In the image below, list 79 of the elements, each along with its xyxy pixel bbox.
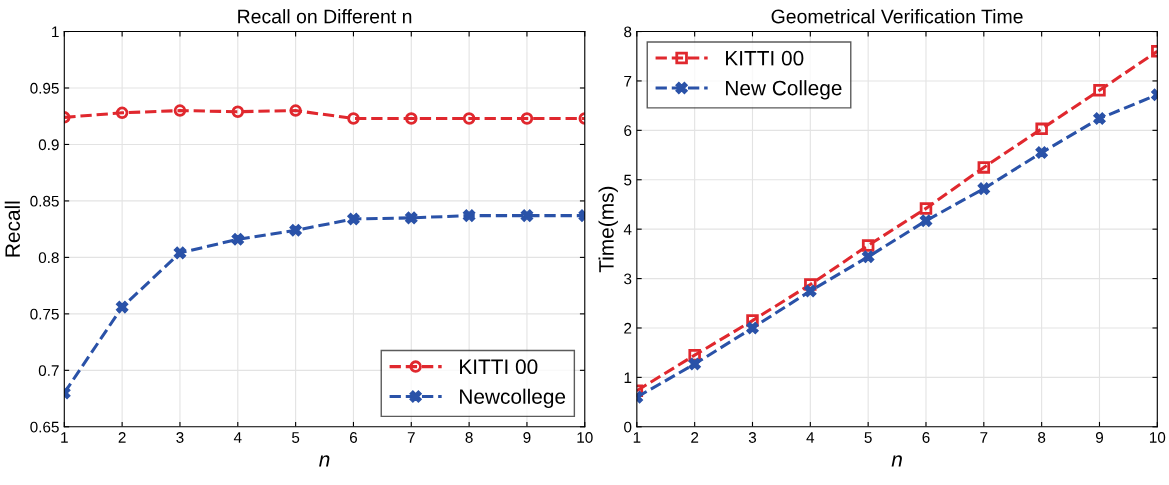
y-tick-label: 0.7 bbox=[38, 365, 59, 377]
x-tick-label: 7 bbox=[407, 432, 415, 443]
point bbox=[1093, 112, 1106, 125]
x-tick-label: 1 bbox=[633, 432, 641, 443]
point bbox=[977, 161, 991, 174]
y-tick-label: 7 bbox=[624, 75, 632, 87]
point bbox=[462, 209, 476, 222]
point bbox=[746, 321, 759, 335]
legend-label: KITTI 00 bbox=[726, 50, 804, 66]
x-axis-title: n bbox=[319, 455, 330, 467]
y-axis-title: Recall bbox=[4, 201, 21, 257]
y-tick-label: 0.95 bbox=[30, 82, 59, 94]
x-tick-label: 8 bbox=[465, 432, 473, 443]
point bbox=[746, 314, 759, 327]
x-tick-label: 10 bbox=[577, 432, 593, 443]
point bbox=[462, 112, 476, 125]
point bbox=[115, 106, 129, 120]
x-tick-label: 1 bbox=[61, 432, 68, 443]
point bbox=[115, 300, 129, 314]
y-tick-label: 0.8 bbox=[38, 252, 59, 264]
point bbox=[804, 284, 817, 298]
chart-title: Recall on Different n bbox=[238, 9, 412, 24]
x-tick-label: 3 bbox=[748, 432, 757, 443]
point bbox=[1093, 84, 1106, 97]
point bbox=[520, 112, 534, 125]
point bbox=[861, 250, 875, 264]
y-tick-label: 1 bbox=[52, 26, 59, 38]
x-axis-title: n bbox=[891, 455, 902, 467]
point bbox=[919, 202, 933, 215]
point bbox=[231, 105, 245, 118]
y-tick-label: 0.85 bbox=[30, 195, 59, 207]
x-tick-label: 2 bbox=[691, 432, 699, 443]
x-tick-label: 10 bbox=[1149, 432, 1166, 443]
y-tick-label: 0.9 bbox=[38, 139, 59, 151]
point bbox=[688, 348, 701, 362]
y-tick-label: 1 bbox=[624, 372, 632, 383]
y-tick-label: 8 bbox=[624, 26, 632, 38]
y-tick-label: 0.65 bbox=[30, 421, 59, 433]
point bbox=[861, 239, 875, 252]
x-tick-label: 7 bbox=[980, 432, 988, 443]
point bbox=[347, 212, 360, 226]
point bbox=[405, 112, 418, 125]
point bbox=[231, 233, 245, 246]
y-tick-label: 0.75 bbox=[30, 308, 59, 320]
point bbox=[289, 224, 302, 237]
point bbox=[688, 357, 701, 371]
point bbox=[520, 209, 534, 222]
point bbox=[804, 278, 817, 291]
x-tick-label: 4 bbox=[233, 432, 242, 443]
y-tick-label: 5 bbox=[624, 174, 632, 186]
legend-label: New College bbox=[726, 80, 842, 100]
x-tick-label: 2 bbox=[118, 432, 126, 443]
x-tick-label: 3 bbox=[176, 432, 184, 443]
y-tick-label: 4 bbox=[623, 224, 632, 235]
y-tick-label: 2 bbox=[624, 322, 632, 334]
y-tick-label: 3 bbox=[624, 273, 632, 285]
point bbox=[347, 112, 360, 125]
point bbox=[405, 211, 418, 225]
y-axis-title: Time(ms) bbox=[598, 186, 618, 273]
point bbox=[289, 104, 302, 117]
x-tick-label: 6 bbox=[922, 432, 930, 443]
chart-title: Geometrical Verification Time bbox=[771, 9, 1023, 24]
point bbox=[1035, 146, 1048, 159]
x-tick-label: 8 bbox=[1038, 432, 1046, 443]
y-tick-label: 0 bbox=[624, 421, 632, 433]
point bbox=[919, 214, 933, 228]
x-tick-label: 9 bbox=[523, 432, 531, 443]
legend-label: Newcollege bbox=[460, 388, 566, 409]
point bbox=[173, 246, 187, 260]
x-tick-label: 6 bbox=[349, 432, 358, 443]
point bbox=[977, 182, 991, 195]
x-tick-label: 4 bbox=[806, 432, 815, 443]
point bbox=[173, 104, 187, 117]
point bbox=[1035, 122, 1048, 136]
x-tick-label: 5 bbox=[291, 432, 300, 443]
x-tick-label: 5 bbox=[864, 432, 872, 443]
legend-label: KITTI 00 bbox=[460, 359, 538, 375]
y-tick-label: 6 bbox=[624, 125, 632, 137]
x-tick-label: 9 bbox=[1095, 432, 1103, 443]
